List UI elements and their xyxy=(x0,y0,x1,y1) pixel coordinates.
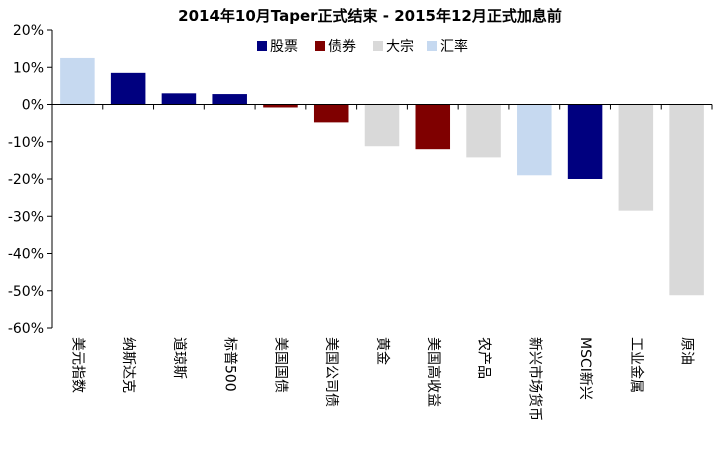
legend-item: 股票 xyxy=(257,39,298,55)
legend-swatch xyxy=(427,41,437,51)
x-tick-label: 美国高收益 xyxy=(425,337,442,407)
bar-4 xyxy=(212,94,247,105)
legend-label: 债券 xyxy=(328,39,356,55)
x-tick-label: 道琼斯 xyxy=(171,337,187,379)
legend-swatch xyxy=(257,41,267,51)
y-tick-label: -60% xyxy=(8,321,44,337)
legend-label: 汇率 xyxy=(440,38,468,55)
bar-12 xyxy=(618,104,654,211)
y-tick-label: -30% xyxy=(8,209,44,225)
x-tick-label: 新兴市场货币 xyxy=(526,337,543,421)
x-tick-label: 美国公司债 xyxy=(323,337,339,407)
bar-1 xyxy=(60,57,95,105)
legend-item: 汇率 xyxy=(427,38,468,55)
legend-swatch xyxy=(315,41,325,51)
x-tick-label: 农产品 xyxy=(476,337,492,379)
x-axis: 美元指数 纳斯达克 道琼斯 标普500 美国国债 美国公司债 黄金 美国高收益 农产品 新兴市场货… xyxy=(51,104,713,421)
y-axis: 20% 10% 0% -10% -20% -30% -40% -50% -60% xyxy=(8,23,53,337)
bars xyxy=(60,57,704,296)
y-tick-label: -10% xyxy=(8,135,44,151)
bar-3 xyxy=(161,93,197,105)
x-tick-label: MSCI新兴 xyxy=(577,337,593,400)
bar-2 xyxy=(110,72,146,105)
legend-swatch xyxy=(373,41,383,51)
x-tick-label: 美国国债 xyxy=(272,337,288,393)
y-tick-label: -40% xyxy=(8,247,44,263)
x-tick-label: 原油 xyxy=(679,337,695,365)
x-tick-label: 黄金 xyxy=(374,337,391,365)
chart-title: 2014年10月Taper正式结束 - 2015年12月正式加息前 xyxy=(178,7,562,25)
bar-6 xyxy=(313,104,349,123)
bar-10 xyxy=(517,104,552,176)
y-tick-label: 20% xyxy=(13,23,44,39)
legend-label: 大宗 xyxy=(386,39,414,55)
legend-label: 股票 xyxy=(270,39,298,55)
bar-8 xyxy=(415,104,451,150)
x-tick-label: 纳斯达克 xyxy=(120,337,136,393)
x-tick-label: 工业金属 xyxy=(628,337,644,393)
x-tick-label: 美元指数 xyxy=(69,337,85,393)
y-tick-label: -50% xyxy=(8,284,44,300)
y-tick-label: 10% xyxy=(13,60,44,76)
bar-9 xyxy=(466,104,501,158)
legend-item: 大宗 xyxy=(373,39,414,55)
legend-item: 债券 xyxy=(315,39,356,55)
y-tick-label: 0% xyxy=(22,98,44,114)
bar-7 xyxy=(364,104,400,147)
bar-13 xyxy=(669,104,704,296)
bar-11 xyxy=(567,104,603,179)
y-tick-label: -20% xyxy=(8,172,44,188)
x-tick-label: 标普500 xyxy=(222,337,238,392)
bar-5 xyxy=(263,104,298,108)
legend: 股票 债券 大宗 汇率 xyxy=(257,38,468,55)
